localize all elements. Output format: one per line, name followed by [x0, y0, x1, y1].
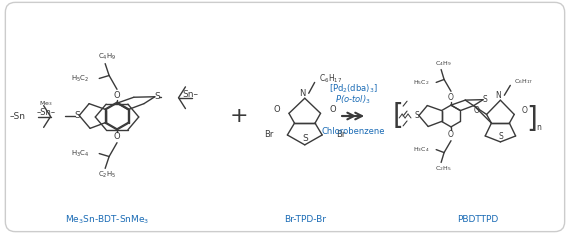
Text: O: O: [274, 105, 280, 114]
Text: C$_6$H$_{17}$: C$_6$H$_{17}$: [514, 77, 534, 86]
Text: N: N: [495, 91, 501, 100]
Text: S: S: [302, 135, 308, 143]
Text: ]: ]: [527, 105, 538, 133]
Text: N: N: [300, 89, 306, 98]
Text: Sn–: Sn–: [182, 90, 198, 99]
Text: O: O: [113, 91, 120, 100]
Text: Me$_3$Sn-BDT-SnMe$_3$: Me$_3$Sn-BDT-SnMe$_3$: [65, 213, 149, 226]
Text: H$_5$C$_2$: H$_5$C$_2$: [413, 78, 429, 87]
Text: Me$_3$: Me$_3$: [39, 99, 52, 108]
Text: O: O: [113, 132, 120, 141]
Text: O: O: [521, 106, 527, 115]
Text: H$_3$C$_4$: H$_3$C$_4$: [71, 148, 89, 159]
FancyBboxPatch shape: [5, 2, 565, 232]
Text: PBDTTPD: PBDTTPD: [457, 215, 498, 224]
Text: O: O: [474, 106, 479, 115]
Text: C$_4$H$_9$: C$_4$H$_9$: [98, 52, 116, 62]
Text: P(o-tol)$_3$: P(o-tol)$_3$: [335, 94, 371, 106]
Text: [: [: [392, 102, 403, 130]
Text: C$_2$H$_5$: C$_2$H$_5$: [98, 170, 116, 180]
Text: [Pd$_2$(dba)$_3$]: [Pd$_2$(dba)$_3$]: [329, 82, 377, 95]
Text: C$_2$H$_5$: C$_2$H$_5$: [435, 164, 451, 173]
Text: –Sn: –Sn: [10, 112, 26, 121]
Text: S: S: [483, 95, 487, 104]
Text: S: S: [498, 132, 503, 142]
Text: n: n: [536, 123, 542, 132]
Text: O: O: [448, 130, 454, 139]
Text: Br: Br: [264, 131, 274, 139]
Text: H$_3$C$_4$: H$_3$C$_4$: [413, 145, 429, 154]
Text: H$_5$C$_2$: H$_5$C$_2$: [71, 73, 89, 84]
Text: C$_6$H$_{17}$: C$_6$H$_{17}$: [319, 72, 342, 85]
Text: O: O: [329, 105, 336, 114]
Text: O: O: [448, 93, 454, 102]
Text: Br: Br: [336, 131, 345, 139]
Text: –Sn–: –Sn–: [36, 108, 55, 117]
Text: Br-TPD-Br: Br-TPD-Br: [284, 215, 326, 224]
Text: S: S: [74, 111, 80, 120]
Text: C$_4$H$_9$: C$_4$H$_9$: [435, 59, 451, 68]
Text: +: +: [229, 106, 248, 126]
Text: Chlorobenzene: Chlorobenzene: [321, 127, 385, 136]
Text: S: S: [154, 92, 160, 101]
Text: S: S: [414, 111, 420, 120]
